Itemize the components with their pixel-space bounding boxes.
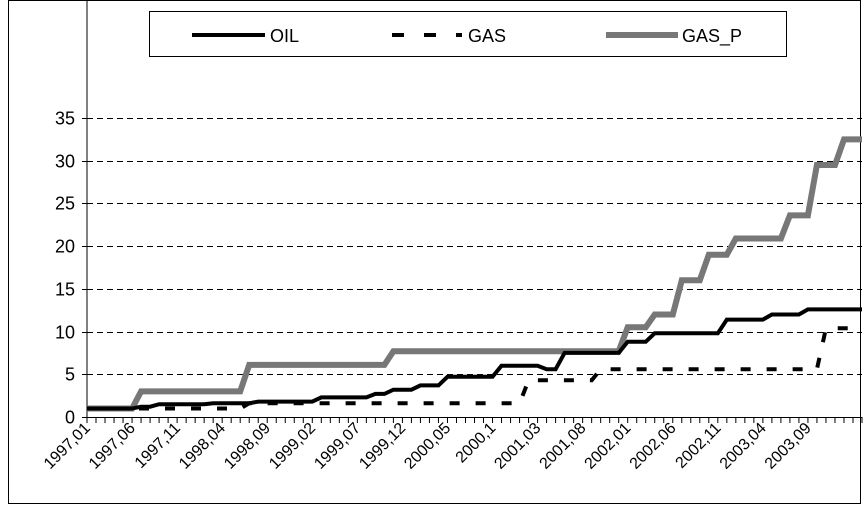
x-tick-label: 2001,08 [537, 420, 590, 473]
x-tick-label: 2002,06 [627, 420, 680, 473]
y-tick-label: 20 [55, 237, 75, 257]
legend: OIL GAS GAS_P [149, 11, 787, 57]
x-tick-label: 2003,09 [762, 420, 815, 473]
chart-frame [8, 0, 861, 504]
x-tick-label: 1998,09 [221, 420, 274, 473]
series-line-gas [87, 326, 862, 411]
legend-label: GAS [468, 26, 506, 46]
x-tick-label: 2000,05 [401, 420, 454, 473]
x-tick-label: 1999,07 [311, 420, 364, 473]
series-lines [87, 136, 862, 412]
x-tick-label: 1999,12 [356, 420, 409, 473]
grid [87, 118, 862, 375]
legend-label: GAS_P [682, 26, 742, 47]
y-tick-label: 30 [55, 152, 75, 172]
x-tick-labels: 1997,011997,061997,111998,041998,091999,… [41, 420, 815, 473]
x-tick-label: 1999,02 [266, 420, 319, 473]
y-tick-label: 10 [55, 323, 75, 343]
series-line-gas-p [87, 136, 862, 412]
x-tick-label: 1998,04 [176, 420, 229, 473]
y-tick-label: 15 [55, 280, 75, 300]
y-tick-labels: 0 5 10 15 20 25 30 35 [55, 109, 75, 428]
y-tick-label: 0 [65, 408, 75, 428]
x-tick-label: 2002,01 [582, 420, 635, 473]
x-tick-label: 1997,11 [132, 420, 184, 472]
x-tick-label: 2002,11 [673, 420, 725, 472]
x-tick-label: 1997,01 [41, 420, 94, 473]
legend-label: OIL [270, 26, 299, 46]
axes [8, 0, 863, 504]
y-tick-label: 25 [55, 194, 75, 214]
x-tick-label: 2001,03 [491, 420, 544, 473]
series-line-oil [87, 307, 862, 411]
x-tick-label: 1997,06 [86, 420, 139, 473]
y-tick-label: 5 [65, 365, 75, 385]
x-tick-label: 2003,04 [717, 420, 770, 473]
y-tick-label: 35 [55, 109, 75, 129]
